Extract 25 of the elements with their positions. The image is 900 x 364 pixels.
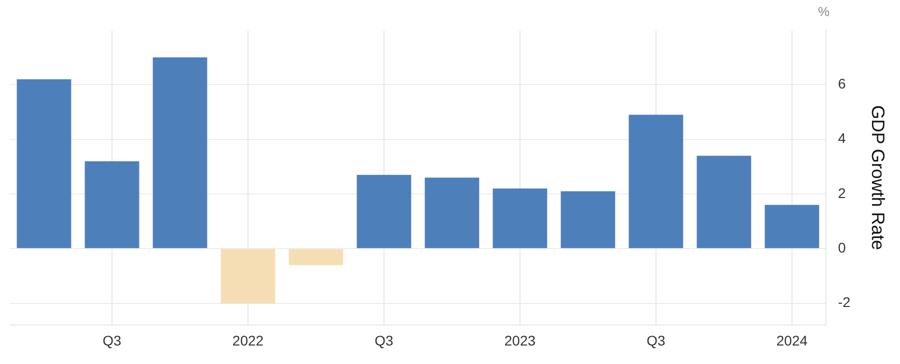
bar [424, 178, 480, 248]
bar [152, 57, 208, 248]
bar [696, 156, 752, 248]
bar [84, 161, 140, 248]
x-tick-label: 2023 [504, 332, 536, 348]
y-tick-label: -2 [838, 294, 851, 310]
bar [560, 191, 616, 248]
bar [628, 114, 684, 248]
x-tick-label: Q3 [374, 332, 394, 348]
bar [288, 249, 344, 266]
bar [16, 79, 72, 248]
y-tick-label: 0 [838, 240, 846, 256]
bar [764, 204, 820, 248]
x-tick-label: 2022 [232, 332, 264, 348]
text: % [818, 4, 830, 19]
y-tick-label: 6 [838, 76, 846, 92]
y-tick-label: 4 [838, 130, 846, 146]
x-tick-label: Q3 [102, 332, 122, 348]
bar [356, 174, 412, 248]
x-tick-label: Q3 [646, 332, 666, 348]
y-axis-title: GDP Growth Rate [868, 105, 888, 250]
x-tick-label: 2024 [776, 332, 808, 348]
bar [492, 188, 548, 248]
y-tick-label: 2 [838, 184, 846, 201]
bar [220, 249, 276, 304]
